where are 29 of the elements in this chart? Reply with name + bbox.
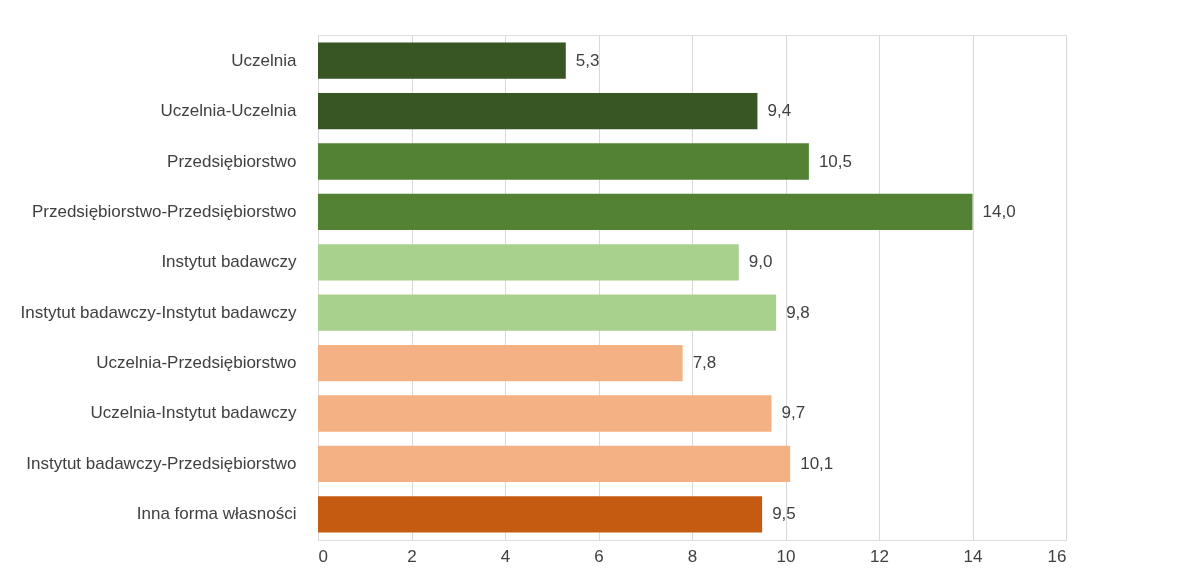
data-label: 9,7 [781, 403, 806, 423]
y-tick-label: Inna forma własności [136, 504, 297, 524]
x-tick-label: 6 [594, 546, 604, 566]
data-label: 14,0 [982, 201, 1016, 221]
data-label: 9,8 [786, 302, 810, 322]
x-tick-label: 12 [870, 546, 889, 566]
x-tick-label: 14 [963, 546, 983, 566]
data-label: 10,1 [800, 453, 834, 473]
y-tick-label: Instytut badawczy-Instytut badawczy [20, 302, 297, 322]
data-label: 10,5 [818, 151, 852, 171]
x-tick-label: 2 [407, 546, 417, 566]
y-tick-label: Instytut badawczy-Przedsiębiorstwo [26, 453, 297, 473]
data-label: 7,8 [692, 353, 717, 373]
y-tick-label: Uczelnia-Przedsiębiorstwo [96, 353, 297, 373]
y-tick-label: Przedsiębiorstwo-Przedsiębiorstwo [31, 201, 297, 221]
x-tick-label: 4 [500, 546, 511, 566]
data-label: 5,3 [575, 50, 600, 70]
data-label: 9,5 [772, 504, 796, 524]
y-tick-label: Uczelnia-Instytut badawczy [90, 403, 297, 423]
x-tick-label: 10 [776, 546, 796, 566]
x-tick-label: 0 [318, 546, 328, 566]
y-tick-label: Instytut badawczy [161, 252, 297, 272]
y-tick-label: Uczelnia [231, 50, 298, 70]
data-label: 9,4 [767, 101, 792, 121]
data-label: 9,0 [748, 252, 773, 272]
y-tick-label: Uczelnia-Uczelnia [160, 101, 298, 121]
y-tick-label: Przedsiębiorstwo [167, 151, 297, 171]
x-tick-label: 8 [687, 546, 698, 566]
x-tick-label: 16 [1047, 546, 1067, 566]
